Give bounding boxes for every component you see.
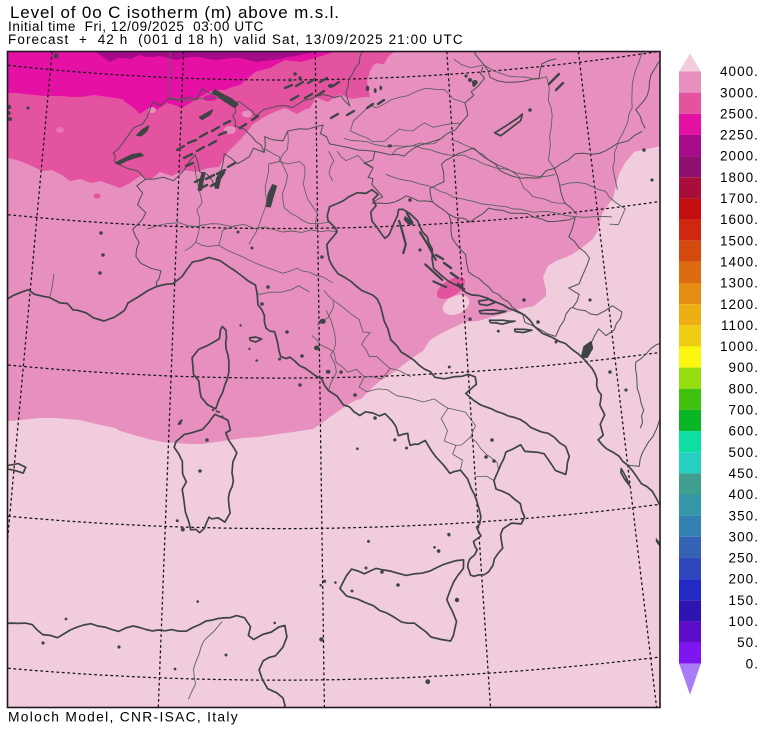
svg-text:0.: 0. [746,656,759,671]
svg-text:1200.: 1200. [720,297,759,312]
svg-text:800.: 800. [729,381,759,396]
svg-text:700.: 700. [729,403,759,418]
svg-text:1300.: 1300. [720,276,759,291]
svg-text:100.: 100. [729,614,759,629]
svg-text:1700.: 1700. [720,191,759,206]
svg-text:1400.: 1400. [720,254,759,269]
svg-text:2500.: 2500. [720,106,759,121]
svg-text:1000.: 1000. [720,339,759,354]
svg-text:2000.: 2000. [720,149,759,164]
svg-text:450.: 450. [729,466,759,481]
svg-text:400.: 400. [729,487,759,502]
svg-text:1100.: 1100. [721,318,759,333]
svg-text:500.: 500. [729,445,759,460]
svg-text:150.: 150. [729,593,759,608]
svg-text:Moloch Model, CNR-ISAC, Italy: Moloch Model, CNR-ISAC, Italy [8,710,239,725]
svg-text:2250.: 2250. [720,128,759,143]
svg-text:1500.: 1500. [720,233,759,248]
svg-text:600.: 600. [729,424,759,439]
svg-text:1800.: 1800. [720,170,759,185]
svg-text:Forecast + 42 h (001 d 18 h: Forecast + 42 h (001 d 18 h) valid Sat, … [8,32,464,47]
svg-text:300.: 300. [729,529,759,544]
svg-text:900.: 900. [729,360,759,375]
svg-text:250.: 250. [729,551,759,566]
svg-text:3000.: 3000. [720,85,759,100]
svg-text:4000.: 4000. [720,64,759,79]
svg-text:Initial time Fri, 12/09/2025: Initial time Fri, 12/09/2025 03:00 UTC [8,19,264,34]
svg-text:200.: 200. [729,572,759,587]
svg-text:50.: 50. [737,635,759,650]
svg-text:1600.: 1600. [720,212,759,227]
svg-text:Level of 0o C isotherm (m) abo: Level of 0o C isotherm (m) above m.s.l. [10,3,340,22]
svg-text:350.: 350. [729,508,759,523]
